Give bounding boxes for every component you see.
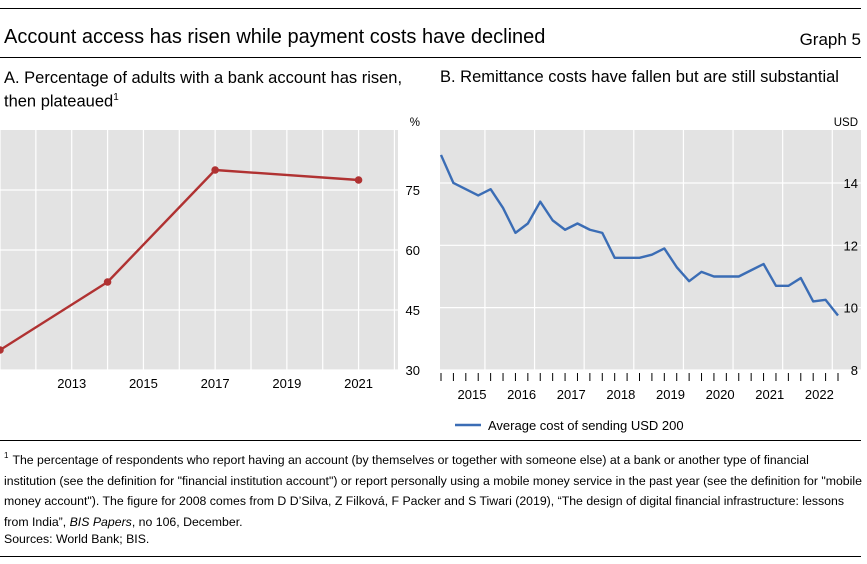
panel-b-xtick-label: 2018 — [606, 387, 635, 402]
panel-a-series — [0, 166, 363, 354]
panel-b-ytick-label: 14 — [844, 176, 858, 191]
panel-a-data-point — [0, 346, 4, 354]
panel-a-title: A. Percentage of adults with a bank acco… — [4, 69, 403, 111]
chart-rule — [0, 440, 861, 441]
panel-b-series — [439, 154, 839, 317]
charts-svg: % 30 45 60 75 2013 2015 2017 2019 2021 USD 8 10 1… — [0, 117, 861, 433]
panel-b-x-ticks: 2015 2016 2017 2018 2019 2020 2021 2022 — [440, 373, 839, 402]
panel-a-xtick-label: 2021 — [344, 376, 373, 391]
panel-b-title: B. Remittance costs have fallen but are … — [440, 68, 839, 86]
panel-a-data-point — [354, 176, 363, 184]
panel-a-ytick-label: 60 — [406, 243, 420, 258]
panel-b-xtick-label: 2019 — [656, 387, 685, 402]
panel-a-unit-label: % — [410, 117, 420, 129]
panel-a-xtick-label: 2015 — [129, 376, 158, 391]
panel-b-gridlines — [434, 130, 861, 371]
footnote: 1 The percentage of respondents who repor… — [4, 451, 862, 529]
panel-b-y-ticks: 8 10 12 14 — [844, 176, 858, 378]
panel-b-series-line — [439, 154, 839, 317]
title-rule — [0, 57, 861, 58]
panel-a-ytick-label: 45 — [406, 303, 420, 318]
panel-a-x-ticks: 2013 2015 2017 2019 2021 — [57, 376, 373, 391]
panel-a-ytick-label: 30 — [406, 363, 420, 378]
panel-a-xtick-label: 2013 — [57, 376, 86, 391]
panel-b-ytick-label: 8 — [851, 363, 858, 378]
panel-b-ytick-label: 12 — [844, 238, 858, 253]
panel-b-xtick-label: 2020 — [706, 387, 735, 402]
panel-b-plot-area — [440, 130, 861, 370]
panel-b-unit-label: USD — [834, 117, 858, 129]
panel-b-xtick-label: 2016 — [507, 387, 536, 402]
panel-b-xtick-label: 2022 — [805, 387, 834, 402]
panel-a-xtick-label: 2017 — [201, 376, 230, 391]
footnote-number: 1 — [4, 451, 9, 460]
legend-label: Average cost of sending USD 200 — [488, 418, 684, 433]
panel-b-xtick-label: 2015 — [458, 387, 487, 402]
graph-title: Account access has risen while payment c… — [4, 26, 546, 48]
panel-b-ytick-label: 10 — [844, 301, 858, 316]
panel-a-ytick-label: 75 — [406, 183, 420, 198]
panel-a-series-line — [0, 168, 359, 352]
panel-b-xtick-label: 2021 — [755, 387, 784, 402]
panel-a-y-ticks: 30 45 60 75 — [406, 183, 420, 378]
panel-a-data-point — [103, 278, 112, 286]
bottom-rule — [0, 556, 861, 557]
footnote-marker: 1 — [113, 92, 119, 103]
panel-b-legend: Average cost of sending USD 200 — [455, 418, 684, 433]
top-rule — [0, 8, 861, 9]
panel-a-xtick-label: 2019 — [272, 376, 301, 391]
panel-a-data-point — [211, 166, 219, 174]
sources-note: Sources: World Bank; BIS. — [4, 532, 150, 546]
graph-number: Graph 5 — [799, 30, 861, 49]
panel-b-xtick-label: 2017 — [557, 387, 586, 402]
